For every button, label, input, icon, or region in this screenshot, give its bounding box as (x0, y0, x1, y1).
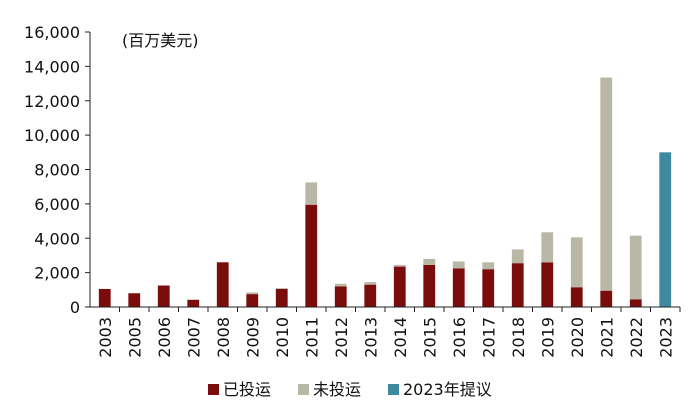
bar-2006-已投运 (157, 285, 170, 307)
y-tick-label: 16,000 (24, 23, 80, 42)
y-tick-label: 0 (70, 298, 80, 317)
bar-2012-已投运 (334, 286, 347, 307)
bar-2013-已投运 (364, 284, 377, 307)
y-tick-label: 8,000 (34, 161, 80, 180)
bar-2012-未投运 (334, 283, 347, 287)
bar-2003-已投运 (98, 288, 111, 307)
x-axis: 2003 2005 2006 2007 2008 2009 2010 2011 2012 2013… (90, 306, 681, 358)
x-tick-label: 2005 (125, 317, 144, 358)
bar-2015-未投运 (423, 258, 436, 265)
bar-2010-未投运 (275, 288, 288, 289)
x-tick-label: 2007 (184, 317, 203, 358)
bar-2008-已投运 (216, 262, 229, 307)
bar-2016-已投运 (452, 268, 465, 307)
x-tick-label: 2003 (96, 317, 115, 358)
x-tick-label: 2016 (450, 317, 469, 358)
unit-note: (百万美元) (122, 31, 199, 50)
x-tick-label: 2019 (538, 317, 557, 358)
y-tick-label: 6,000 (34, 195, 80, 214)
x-tick-label: 2021 (597, 317, 616, 358)
x-tick-label: 2006 (155, 317, 174, 358)
bar-2021-未投运 (600, 77, 613, 291)
bar-2021-已投运 (600, 290, 613, 307)
legend-label: 2023年提议 (403, 380, 492, 399)
bar-2019-已投运 (541, 262, 554, 307)
bar-2009-已投运 (246, 294, 259, 307)
x-tick-label: 2022 (627, 317, 646, 358)
y-tick-label: 4,000 (34, 229, 80, 248)
bar-2018-未投运 (511, 249, 524, 264)
bar-2014-未投运 (393, 264, 406, 267)
bar-2014-已投运 (393, 266, 406, 307)
bar-2007-已投运 (187, 299, 200, 307)
y-tick-label: 12,000 (24, 92, 80, 111)
x-tick-label: 2015 (420, 317, 439, 358)
bar-2020-已投运 (570, 287, 583, 307)
x-tick-label: 2009 (243, 317, 262, 358)
bar-2019-未投运 (541, 232, 554, 263)
x-tick-label: 2012 (332, 317, 351, 358)
bar-2020-未投运 (570, 237, 583, 288)
x-tick-label: 2014 (391, 317, 410, 358)
x-tick-label: 2023 (656, 317, 675, 358)
bar-2011-已投运 (305, 204, 318, 307)
bar-2015-已投运 (423, 264, 436, 307)
legend-swatch (298, 384, 309, 395)
bar-2013-未投运 (364, 282, 377, 285)
bar-2005-已投运 (128, 293, 141, 307)
bar-2022-未投运 (629, 235, 642, 300)
bar-2009-未投运 (246, 292, 259, 295)
legend-label: 已投运 (223, 380, 271, 399)
legend-swatch (208, 384, 219, 395)
bar-2016-未投运 (452, 261, 465, 269)
x-tick-label: 2018 (509, 317, 528, 358)
bars (98, 77, 672, 307)
y-tick-label: 2,000 (34, 264, 80, 283)
bar-2023-2023年提议 (659, 152, 672, 307)
bar-2022-已投运 (629, 299, 642, 307)
x-tick-label: 2010 (273, 317, 292, 358)
x-tick-label: 2011 (302, 317, 321, 358)
y-tick-label: 10,000 (24, 126, 80, 145)
legend-swatch (388, 384, 399, 395)
y-tick-label: 14,000 (24, 57, 80, 76)
x-tick-label: 2020 (568, 317, 587, 358)
legend: 已投运 未投运 2023年提议 (208, 380, 492, 399)
y-axis: 0 2,000 4,000 6,000 8,000 10,000 12,000 14,000 1… (24, 23, 91, 317)
bar-2011-未投运 (305, 182, 318, 205)
x-tick-label: 2017 (479, 317, 498, 358)
bar-2017-已投运 (482, 269, 495, 307)
bar-2018-已投运 (511, 263, 524, 307)
bar-2017-未投运 (482, 262, 495, 270)
x-tick-label: 2013 (361, 317, 380, 358)
bar-2010-已投运 (275, 288, 288, 307)
legend-label: 未投运 (313, 380, 361, 399)
x-tick-label: 2008 (214, 317, 233, 358)
